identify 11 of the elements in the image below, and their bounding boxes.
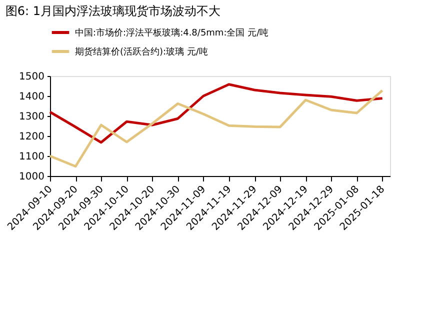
y-tick-label: 1500: [19, 72, 44, 82]
y-tick-label: 1300: [19, 112, 44, 122]
y-tick-label: 1100: [19, 152, 44, 162]
line-series: [48, 83, 384, 144]
y-tick-label: 1400: [19, 92, 44, 102]
line-series: [48, 89, 384, 168]
y-tick-label: 1200: [19, 132, 44, 142]
chart-title: 图6: 1月国内浮法玻璃现货市场波动不大: [5, 4, 221, 18]
legend-label: 期货结算价(活跃合约):玻璃 元/吨: [75, 46, 208, 58]
legend-label: 中国:市场价:浮法平板玻璃:4.8/5mm:全国 元/吨: [75, 28, 269, 38]
y-tick-label: 1000: [19, 172, 44, 182]
